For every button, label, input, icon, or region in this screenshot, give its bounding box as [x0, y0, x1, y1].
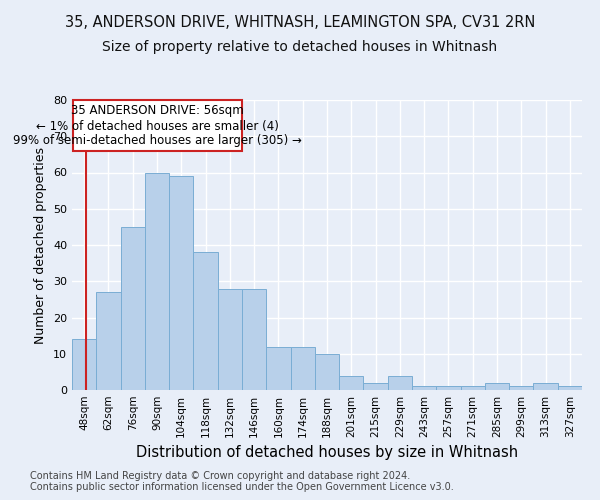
Text: 35, ANDERSON DRIVE, WHITNASH, LEAMINGTON SPA, CV31 2RN: 35, ANDERSON DRIVE, WHITNASH, LEAMINGTON… [65, 15, 535, 30]
Bar [339, 376, 364, 390]
Bar [509, 386, 533, 390]
Text: ← 1% of detached houses are smaller (4): ← 1% of detached houses are smaller (4) [36, 120, 279, 133]
Bar [96, 292, 121, 390]
Bar [364, 383, 388, 390]
Text: 99% of semi-detached houses are larger (305) →: 99% of semi-detached houses are larger (… [13, 134, 302, 147]
Bar [242, 288, 266, 390]
Bar [266, 346, 290, 390]
Bar [72, 339, 96, 390]
Bar [121, 227, 145, 390]
Bar [436, 386, 461, 390]
Bar [193, 252, 218, 390]
Bar [533, 383, 558, 390]
Bar [145, 172, 169, 390]
Text: Contains HM Land Registry data © Crown copyright and database right 2024.: Contains HM Land Registry data © Crown c… [30, 471, 410, 481]
Bar [485, 383, 509, 390]
Bar [218, 288, 242, 390]
Bar [388, 376, 412, 390]
Bar [558, 386, 582, 390]
Y-axis label: Number of detached properties: Number of detached properties [34, 146, 47, 344]
Text: 35 ANDERSON DRIVE: 56sqm: 35 ANDERSON DRIVE: 56sqm [71, 104, 244, 118]
Text: Size of property relative to detached houses in Whitnash: Size of property relative to detached ho… [103, 40, 497, 54]
Bar [412, 386, 436, 390]
Bar [169, 176, 193, 390]
Bar [315, 354, 339, 390]
X-axis label: Distribution of detached houses by size in Whitnash: Distribution of detached houses by size … [136, 446, 518, 460]
Bar [290, 346, 315, 390]
Bar [461, 386, 485, 390]
FancyBboxPatch shape [73, 100, 242, 151]
Text: Contains public sector information licensed under the Open Government Licence v3: Contains public sector information licen… [30, 482, 454, 492]
